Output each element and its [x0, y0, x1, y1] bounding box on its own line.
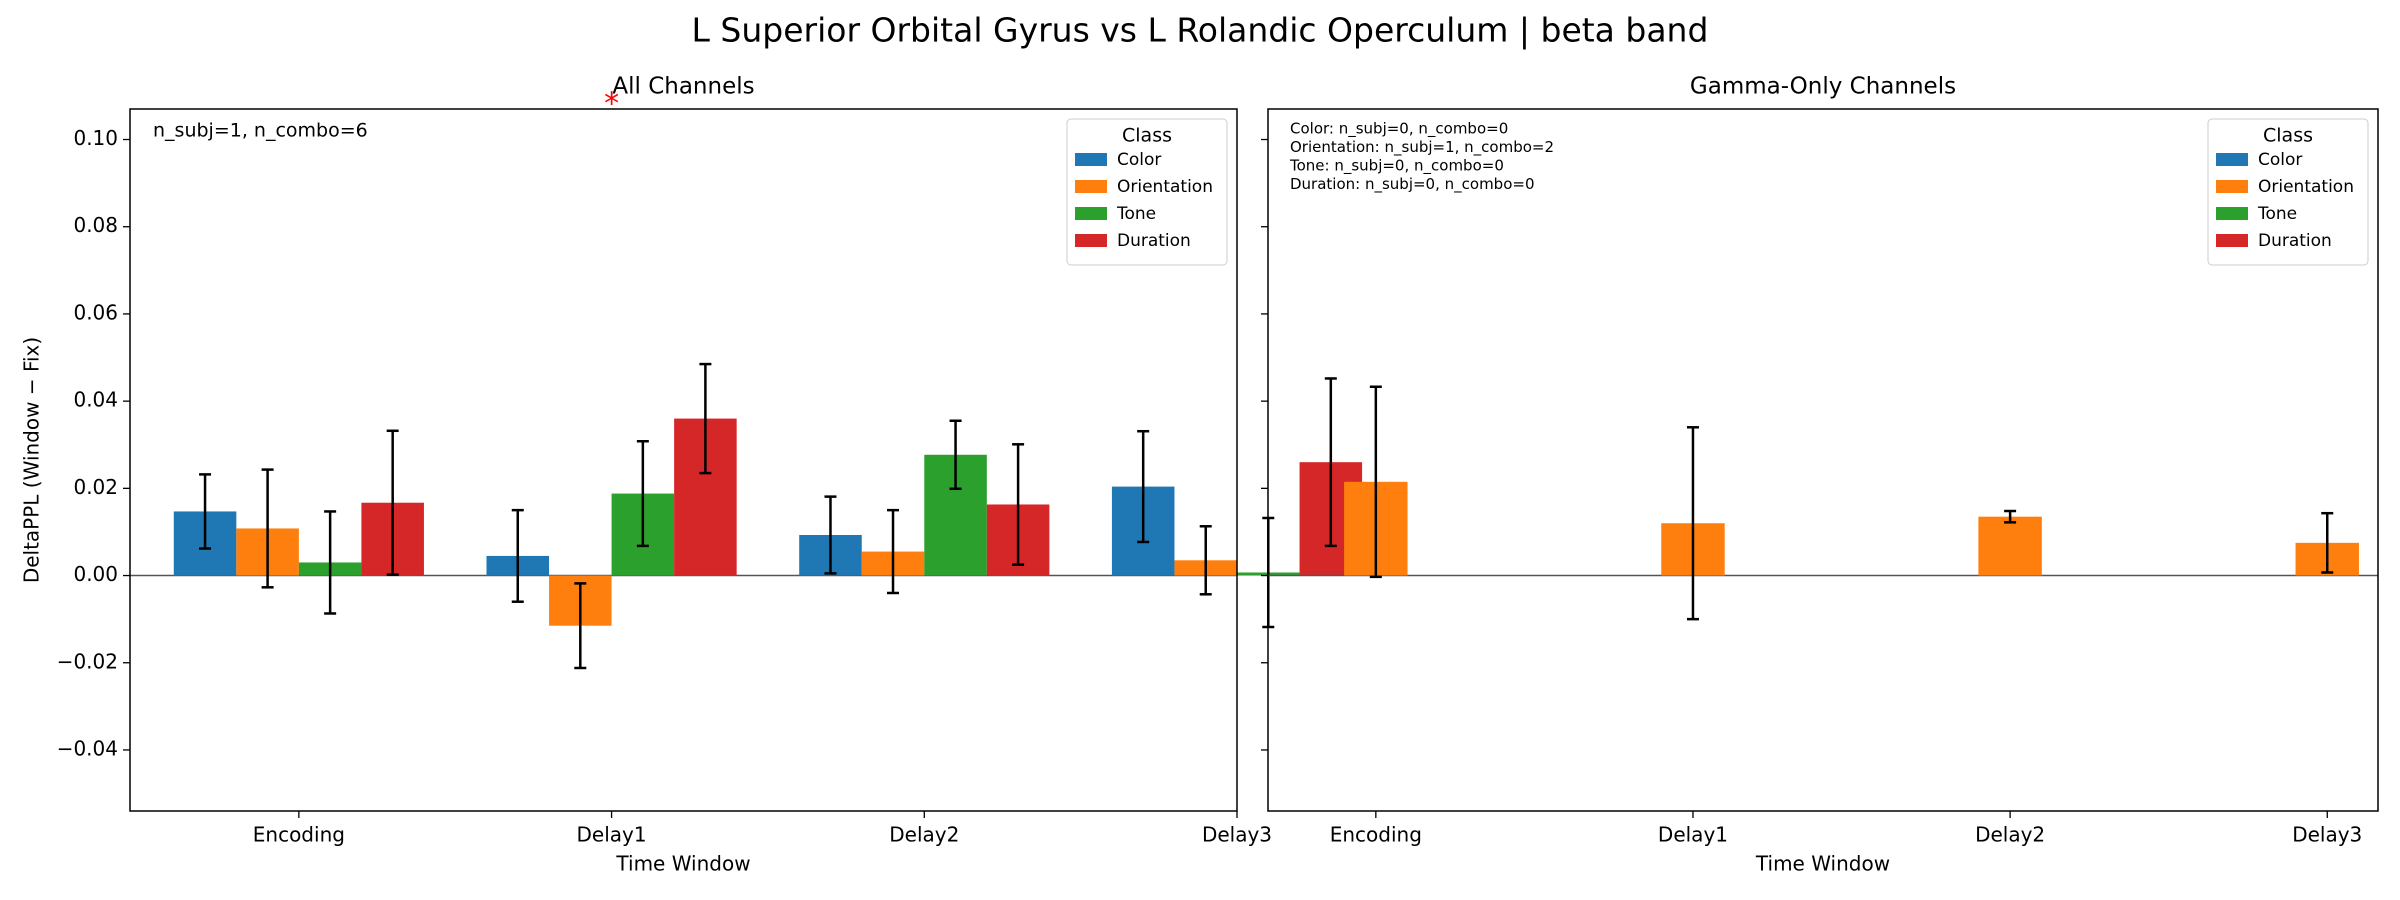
annotation: Orientation: n_subj=1, n_combo=2	[1290, 138, 1554, 157]
legend-label: Orientation	[1117, 177, 1213, 197]
annotation: Tone: n_subj=0, n_combo=0	[1289, 157, 1504, 176]
error-bar	[1686, 426, 1699, 621]
error-bar	[2004, 509, 2017, 524]
y-tick-label: 0.00	[73, 562, 118, 586]
plot-frame	[129, 108, 1238, 812]
legend-label: Orientation	[2258, 177, 2354, 197]
legend-label: Duration	[1117, 231, 1191, 251]
legend-label: Color	[2258, 150, 2302, 170]
error-bar	[949, 419, 962, 491]
error-bar	[824, 495, 837, 575]
legend-label: Duration	[2258, 231, 2332, 251]
legend-label: Tone	[2257, 204, 2297, 224]
error-bar	[574, 582, 587, 670]
y-tick-label: 0.10	[73, 126, 118, 150]
x-tick-label: Encoding	[253, 823, 345, 847]
error-bar	[2321, 511, 2334, 574]
error-bar	[1137, 429, 1150, 544]
x-tick-label: Delay2	[889, 823, 959, 847]
plot-frame	[1267, 108, 2379, 812]
annotation: Duration: n_subj=0, n_combo=0	[1290, 175, 1535, 194]
legend-swatch	[2216, 180, 2248, 193]
legend-title: Class	[1122, 125, 1172, 147]
y-tick-label: 0.06	[73, 300, 118, 324]
error-bar	[511, 508, 524, 603]
legend-swatch	[2216, 207, 2248, 220]
error-bar	[386, 429, 399, 576]
significance-marker: *	[604, 87, 619, 122]
legend-swatch	[1075, 180, 1107, 193]
x-tick-label: Delay3	[1202, 823, 1272, 847]
legend-swatch	[2216, 153, 2248, 166]
x-tick-label: Delay1	[577, 823, 647, 847]
y-tick-label: 0.08	[73, 213, 118, 237]
legend-swatch	[1075, 234, 1107, 247]
legend-label: Tone	[1116, 204, 1156, 224]
legend-label: Color	[1117, 150, 1161, 170]
y-axis-label: DeltaPPL (Window − Fix)	[20, 337, 44, 583]
error-bar	[261, 468, 274, 589]
y-tick-label: −0.04	[57, 736, 118, 760]
error-bar	[324, 510, 337, 615]
error-bar	[199, 473, 212, 550]
annotation: n_subj=1, n_combo=6	[153, 120, 368, 142]
error-bar	[699, 362, 712, 475]
error-bar	[636, 440, 649, 548]
y-tick-label: 0.04	[73, 388, 118, 412]
figure-title: L Superior Orbital Gyrus vs L Rolandic O…	[692, 11, 1709, 50]
error-bar	[1012, 443, 1025, 566]
x-axis-label: Time Window	[615, 852, 750, 876]
annotation: Color: n_subj=0, n_combo=0	[1290, 120, 1508, 139]
panel-title: Gamma-Only Channels	[1690, 74, 1956, 100]
legend-title: Class	[2263, 125, 2313, 147]
legend-swatch	[1075, 207, 1107, 220]
error-bar	[887, 508, 900, 595]
x-tick-label: Delay2	[1975, 823, 2045, 847]
x-axis-label: Time Window	[1755, 852, 1890, 876]
legend-swatch	[2216, 234, 2248, 247]
panel-title: All Channels	[612, 74, 754, 100]
error-bar	[1369, 385, 1382, 579]
y-tick-label: 0.02	[73, 475, 118, 499]
x-tick-label: Delay1	[1658, 823, 1728, 847]
x-tick-label: Delay3	[2292, 823, 2362, 847]
y-tick-label: −0.02	[57, 649, 118, 673]
bar	[1978, 516, 2042, 576]
error-bar	[1199, 525, 1212, 596]
x-tick-label: Encoding	[1330, 823, 1422, 847]
error-bar	[1324, 377, 1337, 548]
legend-swatch	[1075, 153, 1107, 166]
